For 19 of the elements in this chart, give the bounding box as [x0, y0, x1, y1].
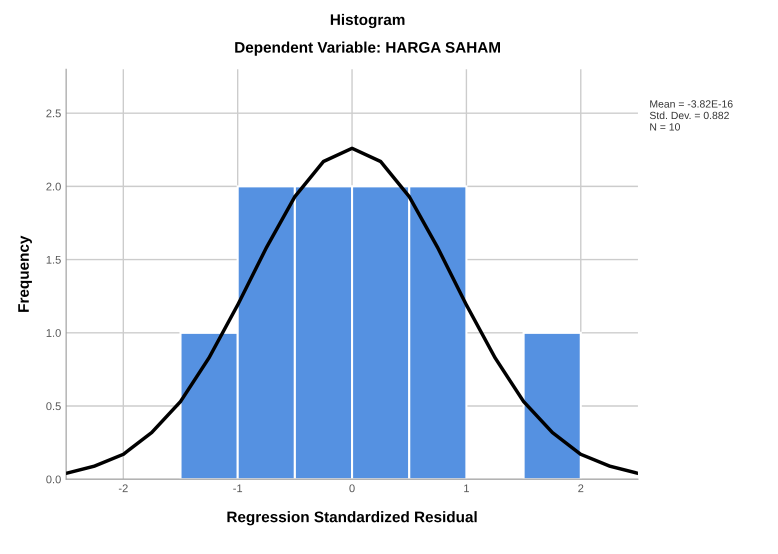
y-axis-title: Frequency — [18, 236, 32, 312]
chart-title: Histogram — [330, 14, 404, 28]
y-tick-label: 2.0 — [46, 182, 61, 191]
x-tick-label: 1 — [464, 484, 469, 492]
text: N = 10 — [650, 123, 680, 131]
line-series — [66, 146, 638, 476]
y-tick-label: 1.0 — [46, 329, 61, 337]
x-tick-label: 0 — [349, 484, 355, 492]
chart-subtitle: Dependent Variable: HARGA SAHAM — [235, 42, 500, 56]
x-tick-label: -2 — [118, 484, 128, 492]
x-tick-label: 2 — [578, 484, 584, 492]
y-tick-label: 0.0 — [46, 475, 61, 484]
text: Mean = -3.82E-16 — [650, 100, 733, 108]
text: Std. Dev. = 0.882 — [650, 111, 729, 120]
x-axis-title: Regression Standardized Residual — [227, 511, 477, 526]
y-tick-label: 1.5 — [46, 256, 61, 264]
x-tick-label: -1 — [233, 484, 242, 492]
y-tick-label: 2.5 — [46, 109, 61, 118]
y-tick-label: 0.5 — [46, 402, 61, 410]
